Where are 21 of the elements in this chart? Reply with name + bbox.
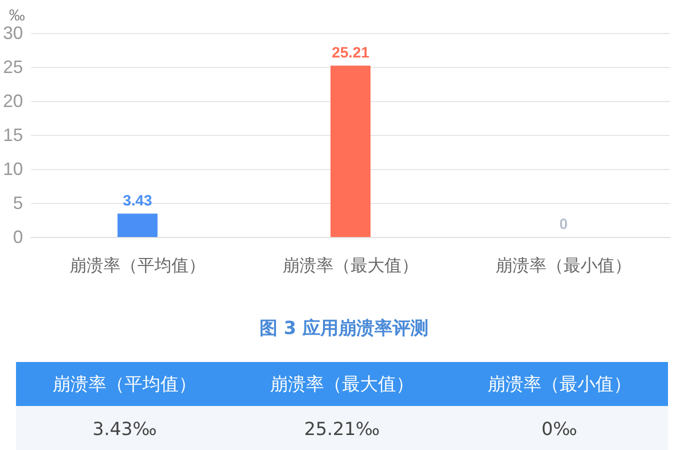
y-tick-label: 30 (2, 23, 24, 43)
text: 图 3 应用崩溃率评测 (258, 317, 430, 340)
y-tick-label: 15 (2, 125, 24, 145)
y-axis-title: ‰ (9, 8, 26, 25)
y-tick-label: 20 (2, 91, 24, 111)
y-tick-label: 5 (13, 193, 24, 213)
data-label: 3.43 (122, 192, 152, 210)
y-tick-label: 25 (2, 57, 24, 77)
x-tick-label: 崩溃率（最大值） (282, 256, 419, 275)
data-label: 25.21 (332, 44, 370, 62)
y-tick-label: 0 (13, 227, 24, 247)
category-label: 崩溃率（最大值） (270, 374, 414, 395)
text: 3.43‰ (16, 406, 234, 450)
category-label: 崩溃率（平均值） (52, 374, 197, 395)
text: 25.21‰ (233, 406, 451, 450)
x-tick-label: 崩溃率（平均值） (70, 256, 206, 275)
x-tick-label: 崩溃率（最小值） (496, 256, 632, 275)
category-label: 崩溃率（最小值） (487, 374, 632, 395)
data-label: 0 (559, 216, 568, 233)
y-tick-label: 10 (2, 159, 24, 179)
text: 0‰ (450, 406, 668, 450)
